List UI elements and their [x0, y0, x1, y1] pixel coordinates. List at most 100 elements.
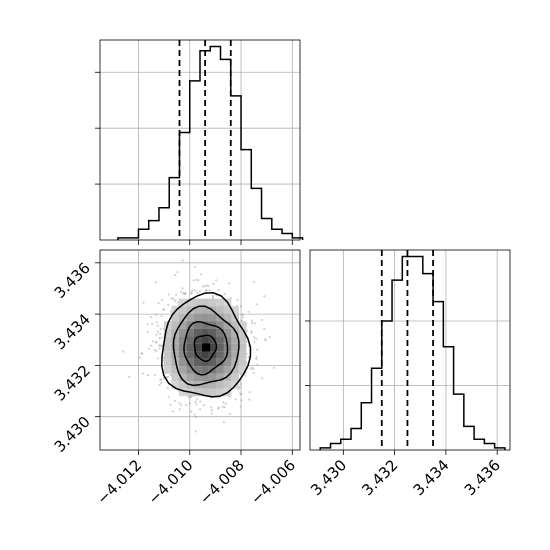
density-cell [216, 366, 224, 374]
density-cell [231, 366, 239, 374]
scatter-point [249, 367, 252, 370]
scatter-point [194, 289, 197, 292]
density-cell [193, 336, 202, 344]
scatter-point [205, 289, 208, 292]
density-cell [231, 306, 239, 314]
density-cell [223, 351, 232, 359]
scatter-point [169, 373, 172, 376]
scatter-point [263, 327, 266, 330]
scatter-point [176, 301, 179, 304]
scatter-point [155, 313, 158, 316]
scatter-point [215, 279, 218, 282]
scatter-point [156, 357, 159, 360]
scatter-point [150, 316, 153, 319]
scatter-point [251, 366, 254, 369]
scatter-point [173, 399, 177, 402]
density-cell [178, 298, 187, 307]
density-contours [161, 292, 252, 398]
scatter-point [188, 402, 191, 405]
scatter-point [194, 265, 197, 268]
density-cell [223, 358, 232, 367]
density-cell [193, 328, 202, 337]
scatter-point [193, 413, 196, 416]
density-cell [223, 328, 232, 337]
scatter-point [179, 290, 182, 293]
density-cell [216, 358, 224, 367]
density-cell [238, 328, 247, 337]
scatter-point [211, 296, 215, 299]
scatter-point [241, 313, 244, 316]
density-cell [223, 313, 232, 322]
density-cell [201, 388, 209, 397]
scatter-point [167, 303, 170, 307]
scatter-point [153, 348, 156, 351]
density-cell [186, 373, 194, 382]
scatter-point [184, 293, 187, 296]
density-cell [208, 328, 217, 337]
scatter-point [160, 315, 163, 318]
density-cell [186, 306, 194, 314]
scatter-point [191, 289, 194, 292]
scatter-point [207, 285, 210, 288]
scatter-point [155, 341, 158, 344]
scatter-point [211, 294, 214, 297]
scatter-point [210, 412, 213, 415]
density-cell [238, 351, 247, 359]
scatter-point [190, 410, 193, 413]
scatter-point [253, 322, 256, 325]
scatter-point [250, 330, 253, 333]
panel-frame [99, 249, 301, 451]
density-cell [216, 306, 224, 314]
density-cell [186, 313, 194, 322]
density-cell [186, 343, 194, 352]
scatter-point [154, 281, 157, 284]
density-cell [193, 321, 202, 329]
density-cell [216, 298, 224, 307]
density-cell [193, 343, 202, 352]
scatter-point [165, 376, 168, 379]
scatter-point [176, 271, 179, 274]
scatter-point [185, 404, 188, 407]
scatter-point [238, 392, 242, 395]
scatter-point [151, 340, 155, 343]
density-cell [178, 336, 187, 344]
scatter-point [180, 403, 183, 407]
scatter-point [166, 386, 169, 389]
density-cell [171, 366, 179, 374]
scatter-point [184, 292, 187, 295]
scatter-point [138, 356, 141, 359]
grid-lines [310, 250, 510, 450]
scatter-point [158, 347, 161, 350]
scatter-point [199, 273, 203, 276]
scatter-point [264, 339, 267, 342]
scatter-point [155, 341, 158, 344]
scatter-point [223, 406, 226, 409]
scatter-point [158, 344, 161, 347]
scatter-point [253, 336, 256, 339]
scatter-point [155, 349, 158, 352]
scatter-point [242, 316, 245, 319]
density-cell [163, 328, 172, 337]
scatter-point [239, 383, 242, 386]
scatter-point [187, 395, 190, 399]
density-cell [193, 298, 202, 307]
scatter-point [239, 405, 242, 408]
y-ticks [305, 320, 498, 455]
density-cell [208, 381, 217, 389]
density-cell [216, 343, 224, 352]
density-cell [171, 306, 179, 314]
scatter-point [146, 323, 149, 326]
scatter-point [255, 337, 258, 340]
scatter-point [195, 278, 198, 282]
scatter-point [154, 373, 157, 376]
density-cell [193, 351, 202, 359]
panel-frame [309, 249, 511, 451]
scatter-point [181, 292, 184, 295]
scatter-point [247, 310, 250, 313]
scatter-point [223, 293, 226, 296]
scatter-point [240, 399, 243, 402]
scatter-point [142, 301, 145, 304]
scatter-point [218, 406, 221, 409]
scatter-point [239, 305, 242, 308]
